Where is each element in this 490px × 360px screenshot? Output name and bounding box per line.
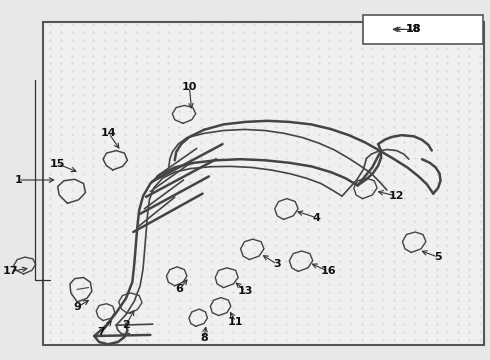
Text: 13: 13 (238, 286, 253, 296)
Text: 12: 12 (389, 191, 404, 201)
Text: 5: 5 (434, 252, 442, 262)
Text: 4: 4 (312, 213, 320, 222)
Text: 18: 18 (406, 24, 421, 35)
Text: 9: 9 (74, 302, 81, 312)
Text: 3: 3 (273, 259, 281, 269)
Text: 15: 15 (50, 159, 65, 169)
Text: 8: 8 (200, 333, 208, 343)
Text: 14: 14 (101, 129, 117, 138)
Text: 1: 1 (15, 175, 23, 185)
Text: 7: 7 (98, 327, 105, 337)
Text: 2: 2 (122, 320, 130, 330)
Text: 17: 17 (2, 266, 18, 276)
Text: 6: 6 (176, 284, 184, 294)
Text: 16: 16 (320, 266, 336, 276)
Text: 18: 18 (406, 24, 421, 35)
Bar (363, 15, 484, 44)
Text: 11: 11 (228, 317, 244, 327)
Text: 10: 10 (182, 82, 197, 92)
